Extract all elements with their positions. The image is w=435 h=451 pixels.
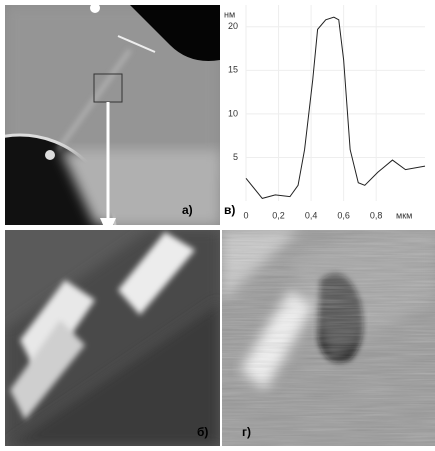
image-a	[5, 5, 220, 225]
profile-line	[245, 16, 426, 199]
y-tick-label: 20	[228, 21, 238, 31]
panel-label: б)	[197, 425, 208, 439]
x-tick-label: 0	[243, 210, 248, 220]
y-tick-label: 5	[233, 152, 238, 162]
image-b	[5, 230, 220, 446]
panel-label: а)	[182, 203, 193, 217]
panel-label: в)	[224, 203, 235, 217]
x-unit: мкм	[396, 210, 412, 220]
x-tick-label: 0,8	[370, 210, 383, 220]
y-tick-label: 10	[228, 108, 238, 118]
y-unit: нм	[224, 9, 235, 19]
y-tick-label: 15	[228, 65, 238, 75]
image-g	[222, 230, 435, 446]
panel-label: г)	[242, 425, 251, 439]
x-tick-label: 0,2	[272, 210, 285, 220]
x-tick-label: 0,4	[305, 210, 318, 220]
x-tick-label: 0,6	[337, 210, 350, 220]
